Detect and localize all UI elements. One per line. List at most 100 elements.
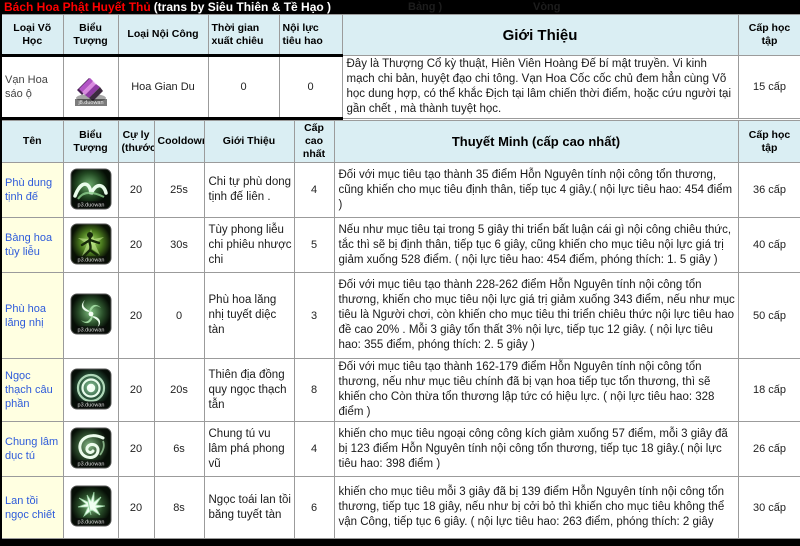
skill-description: Đối với mục tiêu tạo thành 162-179 điểm …: [333, 358, 739, 422]
skill-icon-dancing-figure: p3.duowan: [70, 223, 112, 265]
title-bar: Bách Hoa Phật Huyết Thủ (trans by Siêu Th…: [0, 0, 800, 14]
overview-table: Loại Võ Học Biểu Tượng Loại Nội Công Thờ…: [0, 14, 800, 120]
col-header-thuyet-minh: Thuyết Minh (cấp cao nhất): [333, 120, 739, 163]
skill-cooldown: 6s: [153, 421, 205, 477]
cast-time-value: 0: [207, 55, 280, 120]
skill-icon-ice-crystal: p3.duowan: [70, 485, 112, 527]
col-header-bieu-tuong-2: Biểu Tượng: [62, 120, 119, 163]
skill-description: khiến cho mục tiêu ngoại công công kích …: [333, 421, 739, 477]
skill-learn-level: 26 cấp: [737, 421, 800, 477]
skill-range: 20: [117, 421, 155, 477]
skill-name-link[interactable]: Chung lâm dục tú: [0, 421, 64, 477]
skill-name-link[interactable]: Phù hoa lăng nhị: [0, 272, 64, 359]
col-header-cooldown: Cooldown: [153, 120, 205, 163]
ghost-text-1: Bảng ): [408, 1, 443, 13]
skill-cooldown: 0: [153, 272, 205, 359]
skill-max-level: 5: [293, 217, 335, 273]
skill-intro: Tùy phong liễu chi phiêu nhược chi: [203, 217, 295, 273]
svg-text:p3.duowan: p3.duowan: [77, 402, 104, 408]
skill-range: 20: [117, 162, 155, 218]
skill-icon-cell: p3.duowan: [62, 272, 119, 359]
svg-text:p3.duowan: p3.duowan: [77, 461, 104, 467]
skill-learn-level: 18 cấp: [737, 358, 800, 422]
skill-cooldown: 8s: [153, 476, 205, 539]
page-title-suffix: (trans by Siêu Thiên & Tề Hạo ): [153, 0, 332, 14]
svg-text:p3.duowan: p3.duowan: [77, 257, 104, 263]
skill-row: Phù hoa lăng nhị p3.duowan: [0, 272, 800, 359]
col-header-cap-hoc-tap-2: Cấp học tập: [737, 120, 800, 163]
skills-header-row: Tên Biểu Tượng Cự ly (thước) Cooldown Gi…: [0, 120, 800, 163]
skill-row: Ngọc thạch câu phần p3.duowan 20: [0, 358, 800, 422]
skill-range: 20: [117, 358, 155, 422]
skill-description: Đối với mục tiêu tạo thành 35 điểm Hỗn N…: [333, 162, 739, 218]
skill-name-link[interactable]: Lan tồi ngọc chiết: [0, 476, 64, 539]
skill-row: Chung lâm dục tú p3.duowan 20 6s Chung t…: [0, 421, 800, 477]
skill-row: Bàng hoa tùy liễu p3.duowan 20 30s Tùy: [0, 217, 800, 273]
skill-icon-pinwheel: p3.duowan: [70, 293, 112, 335]
cost-value: 0: [278, 55, 343, 120]
martial-art-name: Vạn Hoa sáo ộ: [0, 55, 64, 120]
skill-max-level: 4: [293, 162, 335, 218]
skill-name-link[interactable]: Phù dung tịnh đế: [0, 162, 64, 218]
col-header-cap-cao-nhat: Cấp cao nhất: [293, 120, 335, 163]
skill-max-level: 8: [293, 358, 335, 422]
overview-data-row: Vạn Hoa sáo ộ j8.duowan: [0, 55, 800, 120]
skill-icon-cell: p3.duowan: [62, 162, 119, 218]
skill-intro: Thiên địa đồng quy ngọc thạch tẫn: [203, 358, 295, 422]
overview-header-row: Loại Võ Học Biểu Tượng Loại Nội Công Thờ…: [0, 14, 800, 57]
skill-max-level: 6: [293, 476, 335, 539]
col-header-ten: Tên: [0, 120, 64, 163]
skill-cooldown: 20s: [153, 358, 205, 422]
skill-intro: Chi tự phù dong tịnh đế liên .: [203, 162, 295, 218]
skill-max-level: 3: [293, 272, 335, 359]
skill-learn-level: 40 cấp: [737, 217, 800, 273]
skill-range: 20: [117, 476, 155, 539]
skill-intro: Chung tú vu lâm phá phong vũ: [203, 421, 295, 477]
col-header-loai-noi-cong: Loại Nội Công: [117, 14, 209, 57]
skill-description: Nếu như mục tiêu tại trong 5 giây thi tr…: [333, 217, 739, 273]
ghost-text-2: Vòng: [533, 1, 561, 13]
purple-book-icon: j8.duowan: [69, 64, 113, 108]
skill-description: Đối với mục tiêu tạo thành 228-262 điểm …: [333, 272, 739, 359]
col-header-cap-hoc-tap: Cấp học tập: [737, 14, 800, 56]
skill-name-link[interactable]: Bàng hoa tùy liễu: [0, 217, 64, 273]
skill-description: khiến cho mục tiêu mỗi 3 giây đã bị 139 …: [333, 476, 739, 539]
skill-learn-level: 36 cấp: [737, 162, 800, 218]
col-header-gioi-thieu-2: Giới Thiệu: [203, 120, 295, 163]
skill-icon-cell: p3.duowan: [62, 358, 119, 422]
skill-cooldown: 25s: [153, 162, 205, 218]
col-header-loai-vo-hoc: Loại Võ Học: [0, 14, 64, 57]
skill-icon-wind-curl: p3.duowan: [70, 427, 112, 469]
skill-range: 20: [117, 272, 155, 359]
skill-icon-wave-swirl: p3.duowan: [70, 168, 112, 210]
skill-row: Phù dung tịnh đế p3.duowan 20 25s Chi tự…: [0, 162, 800, 218]
skill-icon-cell: p3.duowan: [62, 421, 119, 477]
skill-row: Lan tồi ngọc chiết p3.duowan 20 8s Ngọc …: [0, 476, 800, 539]
svg-text:p3.duowan: p3.duowan: [77, 202, 104, 208]
col-header-cu-ly: Cự ly (thước): [117, 120, 155, 163]
bottom-border-bar: [0, 539, 800, 546]
skill-cooldown: 30s: [153, 217, 205, 273]
book-icon-watermark: j8.duowan: [77, 100, 103, 106]
martial-art-intro: Đây là Thượng Cổ kỳ thuật, Hiên Viên Hoà…: [341, 55, 739, 119]
col-header-thoi-gian-xuat-chieu: Thời gian xuất chiêu: [207, 14, 280, 57]
skill-name-link[interactable]: Ngọc thạch câu phần: [0, 358, 64, 422]
col-header-bieu-tuong: Biểu Tượng: [62, 14, 119, 57]
skill-learn-level: 50 cấp: [737, 272, 800, 359]
skill-max-level: 4: [293, 421, 335, 477]
svg-text:p3.duowan: p3.duowan: [77, 520, 104, 526]
learn-level: 15 cấp: [737, 55, 800, 119]
skill-learn-level: 30 cấp: [737, 476, 800, 539]
col-header-gioi-thieu: Giới Thiệu: [341, 14, 739, 56]
skill-icon-cell: p3.duowan: [62, 217, 119, 273]
skill-intro: Phù hoa lăng nhị tuyết diệc tàn: [203, 272, 295, 359]
skill-range: 20: [117, 217, 155, 273]
skills-table: Tên Biểu Tượng Cự ly (thước) Cooldown Gi…: [0, 120, 800, 539]
skill-icon-jade-rings: p3.duowan: [70, 368, 112, 410]
svg-text:p3.duowan: p3.duowan: [77, 328, 104, 334]
col-header-noi-luc-tieu-hao: Nội lực tiêu hao: [278, 14, 343, 57]
martial-art-icon-cell: j8.duowan: [62, 55, 119, 120]
skill-icon-cell: p3.duowan: [62, 476, 119, 539]
page-title: Bách Hoa Phật Huyết Thủ: [4, 0, 151, 14]
